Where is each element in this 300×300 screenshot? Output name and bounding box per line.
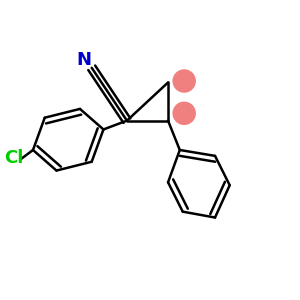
Text: N: N: [77, 52, 92, 70]
Circle shape: [172, 102, 196, 125]
Text: Cl: Cl: [4, 149, 24, 167]
Circle shape: [172, 69, 196, 93]
